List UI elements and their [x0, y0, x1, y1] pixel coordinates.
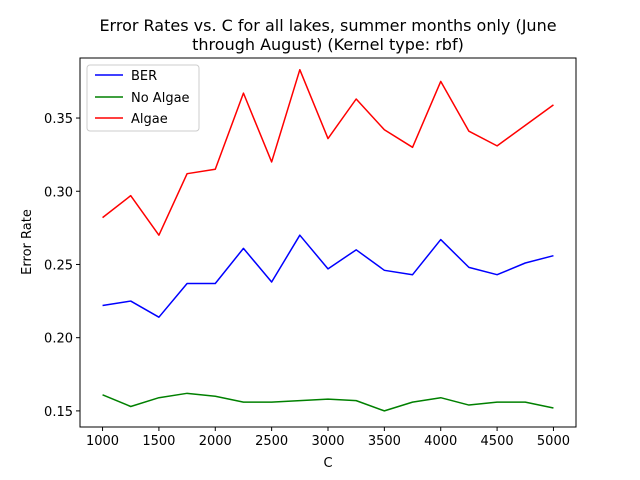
y-tick-label: 0.30 — [44, 185, 73, 200]
legend-label-ber: BER — [131, 69, 157, 84]
x-tick-label: 4000 — [424, 434, 457, 449]
series-layer — [102, 68, 554, 412]
x-tick-label: 3500 — [368, 434, 401, 449]
y-tick-label: 0.20 — [44, 332, 73, 347]
x-tick-label: 1000 — [86, 434, 119, 449]
x-tick-label: 3000 — [311, 434, 344, 449]
x-tick-label: 4500 — [481, 434, 514, 449]
series-line-ber — [102, 234, 554, 318]
legend: BER No Algae Algae — [86, 64, 200, 132]
x-tick-label: 1500 — [142, 434, 175, 449]
chart-title-line-1: Error Rates vs. C for all lakes, summer … — [99, 16, 556, 35]
series-line-algae — [102, 68, 554, 236]
y-tick-label: 0.35 — [44, 112, 73, 127]
x-axis-ticks: 1000 1500 2000 2500 3000 3500 4000 4500 5000 — [86, 427, 570, 449]
legend-label-no-algae: No Algae — [131, 91, 190, 106]
legend-label-algae: Algae — [131, 112, 168, 127]
y-tick-label: 0.25 — [44, 258, 73, 273]
x-axis-label: C — [323, 456, 332, 471]
y-axis-label: Error Rate — [20, 209, 35, 275]
y-tick-label: 0.15 — [44, 405, 73, 420]
x-tick-label: 5000 — [537, 434, 570, 449]
chart-title-line-2: through August) (Kernel type: rbf) — [192, 35, 464, 54]
x-tick-label: 2000 — [199, 434, 232, 449]
series-line-no-algae — [102, 392, 554, 412]
legend-box — [86, 64, 200, 132]
x-tick-label: 2500 — [255, 434, 288, 449]
y-axis-ticks: 0.15 0.20 0.25 0.30 0.35 — [44, 112, 80, 420]
